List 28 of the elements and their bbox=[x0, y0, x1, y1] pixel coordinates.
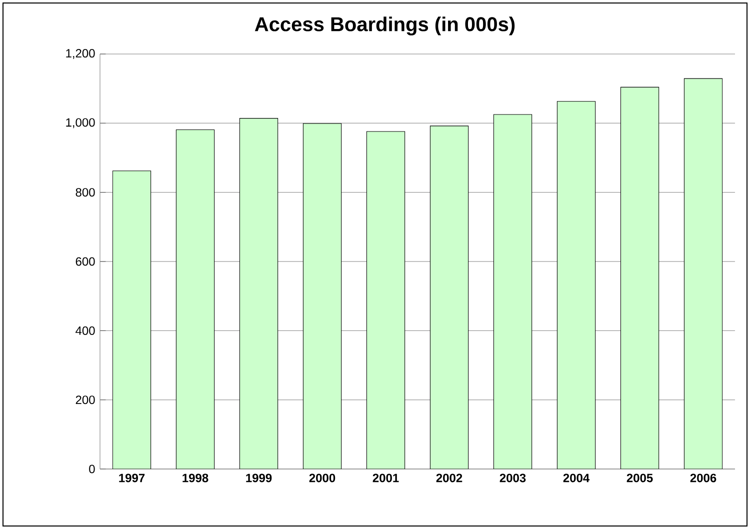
x-tick-label: 2006 bbox=[690, 474, 716, 482]
y-tick-label: 200 bbox=[76, 396, 95, 404]
x-tick-label: 2000 bbox=[309, 474, 336, 482]
y-tick-label: 800 bbox=[76, 188, 95, 197]
x-tick-label: 2004 bbox=[563, 474, 590, 482]
bar bbox=[430, 126, 469, 469]
x-tick-label: 2001 bbox=[372, 474, 399, 482]
y-tick-label: 400 bbox=[76, 326, 95, 335]
x-tick-label: 2005 bbox=[626, 474, 653, 482]
bar bbox=[112, 170, 152, 469]
bar bbox=[620, 86, 660, 469]
y-tick-label: 1,200 bbox=[66, 49, 95, 59]
x-tick-label: 1997 bbox=[119, 474, 145, 482]
y-tick-label: 1,000 bbox=[66, 118, 95, 128]
bar bbox=[684, 78, 723, 469]
bar bbox=[556, 101, 596, 469]
y-tick-label: 0 bbox=[89, 464, 95, 474]
x-tick-label: 1999 bbox=[246, 474, 272, 482]
chart-title: Access Boardings (in 000s) bbox=[254, 16, 515, 36]
x-tick-label: 2003 bbox=[500, 474, 526, 482]
bar bbox=[366, 131, 406, 469]
x-tick-label: 1998 bbox=[182, 474, 208, 482]
bar bbox=[493, 114, 532, 469]
bar bbox=[176, 129, 215, 469]
bar bbox=[239, 118, 278, 469]
y-tick-label: 600 bbox=[76, 257, 95, 266]
bar bbox=[302, 123, 342, 469]
x-tick-label: 2002 bbox=[436, 474, 462, 482]
